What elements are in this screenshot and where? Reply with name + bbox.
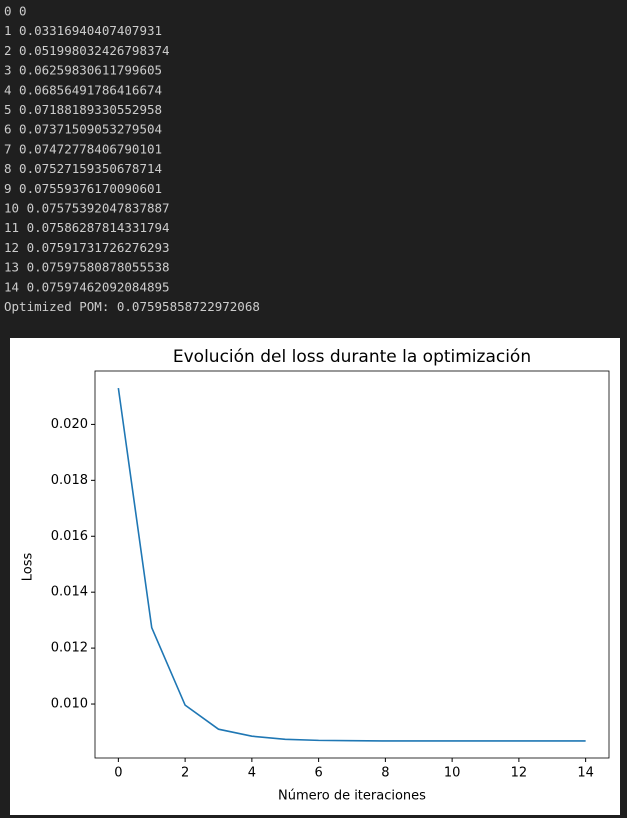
x-tick-label: 6 — [314, 766, 322, 781]
y-tick-label: 0.010 — [51, 697, 88, 712]
console-line: Optimized POM: 0.07595858722972068 — [4, 299, 260, 314]
y-tick-label: 0.020 — [51, 417, 88, 432]
console-line: 4 0.06856491786416674 — [4, 82, 162, 97]
figure-background — [10, 338, 620, 815]
console-line: 10 0.07575392047837887 — [4, 201, 170, 216]
console-line: 2 0.051998032426798374 — [4, 43, 170, 58]
console-line: 11 0.07586287814331794 — [4, 220, 170, 235]
console-line: 6 0.07371509053279504 — [4, 122, 162, 137]
y-tick-label: 0.016 — [51, 529, 88, 544]
y-tick-label: 0.014 — [51, 585, 88, 600]
x-tick-label: 14 — [577, 766, 594, 781]
console-line: 9 0.07559376170090601 — [4, 181, 162, 196]
y-tick-label: 0.012 — [51, 641, 88, 656]
console-line: 0 0 — [4, 4, 27, 19]
console-line: 1 0.03316940407407931 — [4, 23, 162, 38]
console-line: 8 0.07527159350678714 — [4, 161, 162, 176]
x-tick-label: 8 — [381, 766, 389, 781]
console-line: 5 0.07188189330552958 — [4, 102, 162, 117]
y-axis-label: Loss — [21, 553, 36, 582]
y-tick-label: 0.018 — [51, 473, 88, 488]
console-line: 12 0.07591731726276293 — [4, 240, 170, 255]
x-tick-label: 12 — [511, 766, 528, 781]
x-tick-label: 4 — [248, 766, 256, 781]
console-line: 7 0.07472778406790101 — [4, 141, 162, 156]
x-tick-label: 2 — [181, 766, 189, 781]
console-line: 3 0.06259830611799605 — [4, 63, 162, 78]
x-tick-label: 0 — [114, 766, 122, 781]
plot-frame — [94, 370, 610, 759]
x-axis-label: Número de iteraciones — [278, 789, 426, 804]
x-tick-label: 10 — [444, 766, 461, 781]
chart-title: Evolución del loss durante la optimizaci… — [173, 347, 531, 367]
console-line: 14 0.07597462092084895 — [4, 279, 170, 294]
loss-line — [117, 387, 586, 742]
console-line: 13 0.07597580878055538 — [4, 260, 170, 275]
